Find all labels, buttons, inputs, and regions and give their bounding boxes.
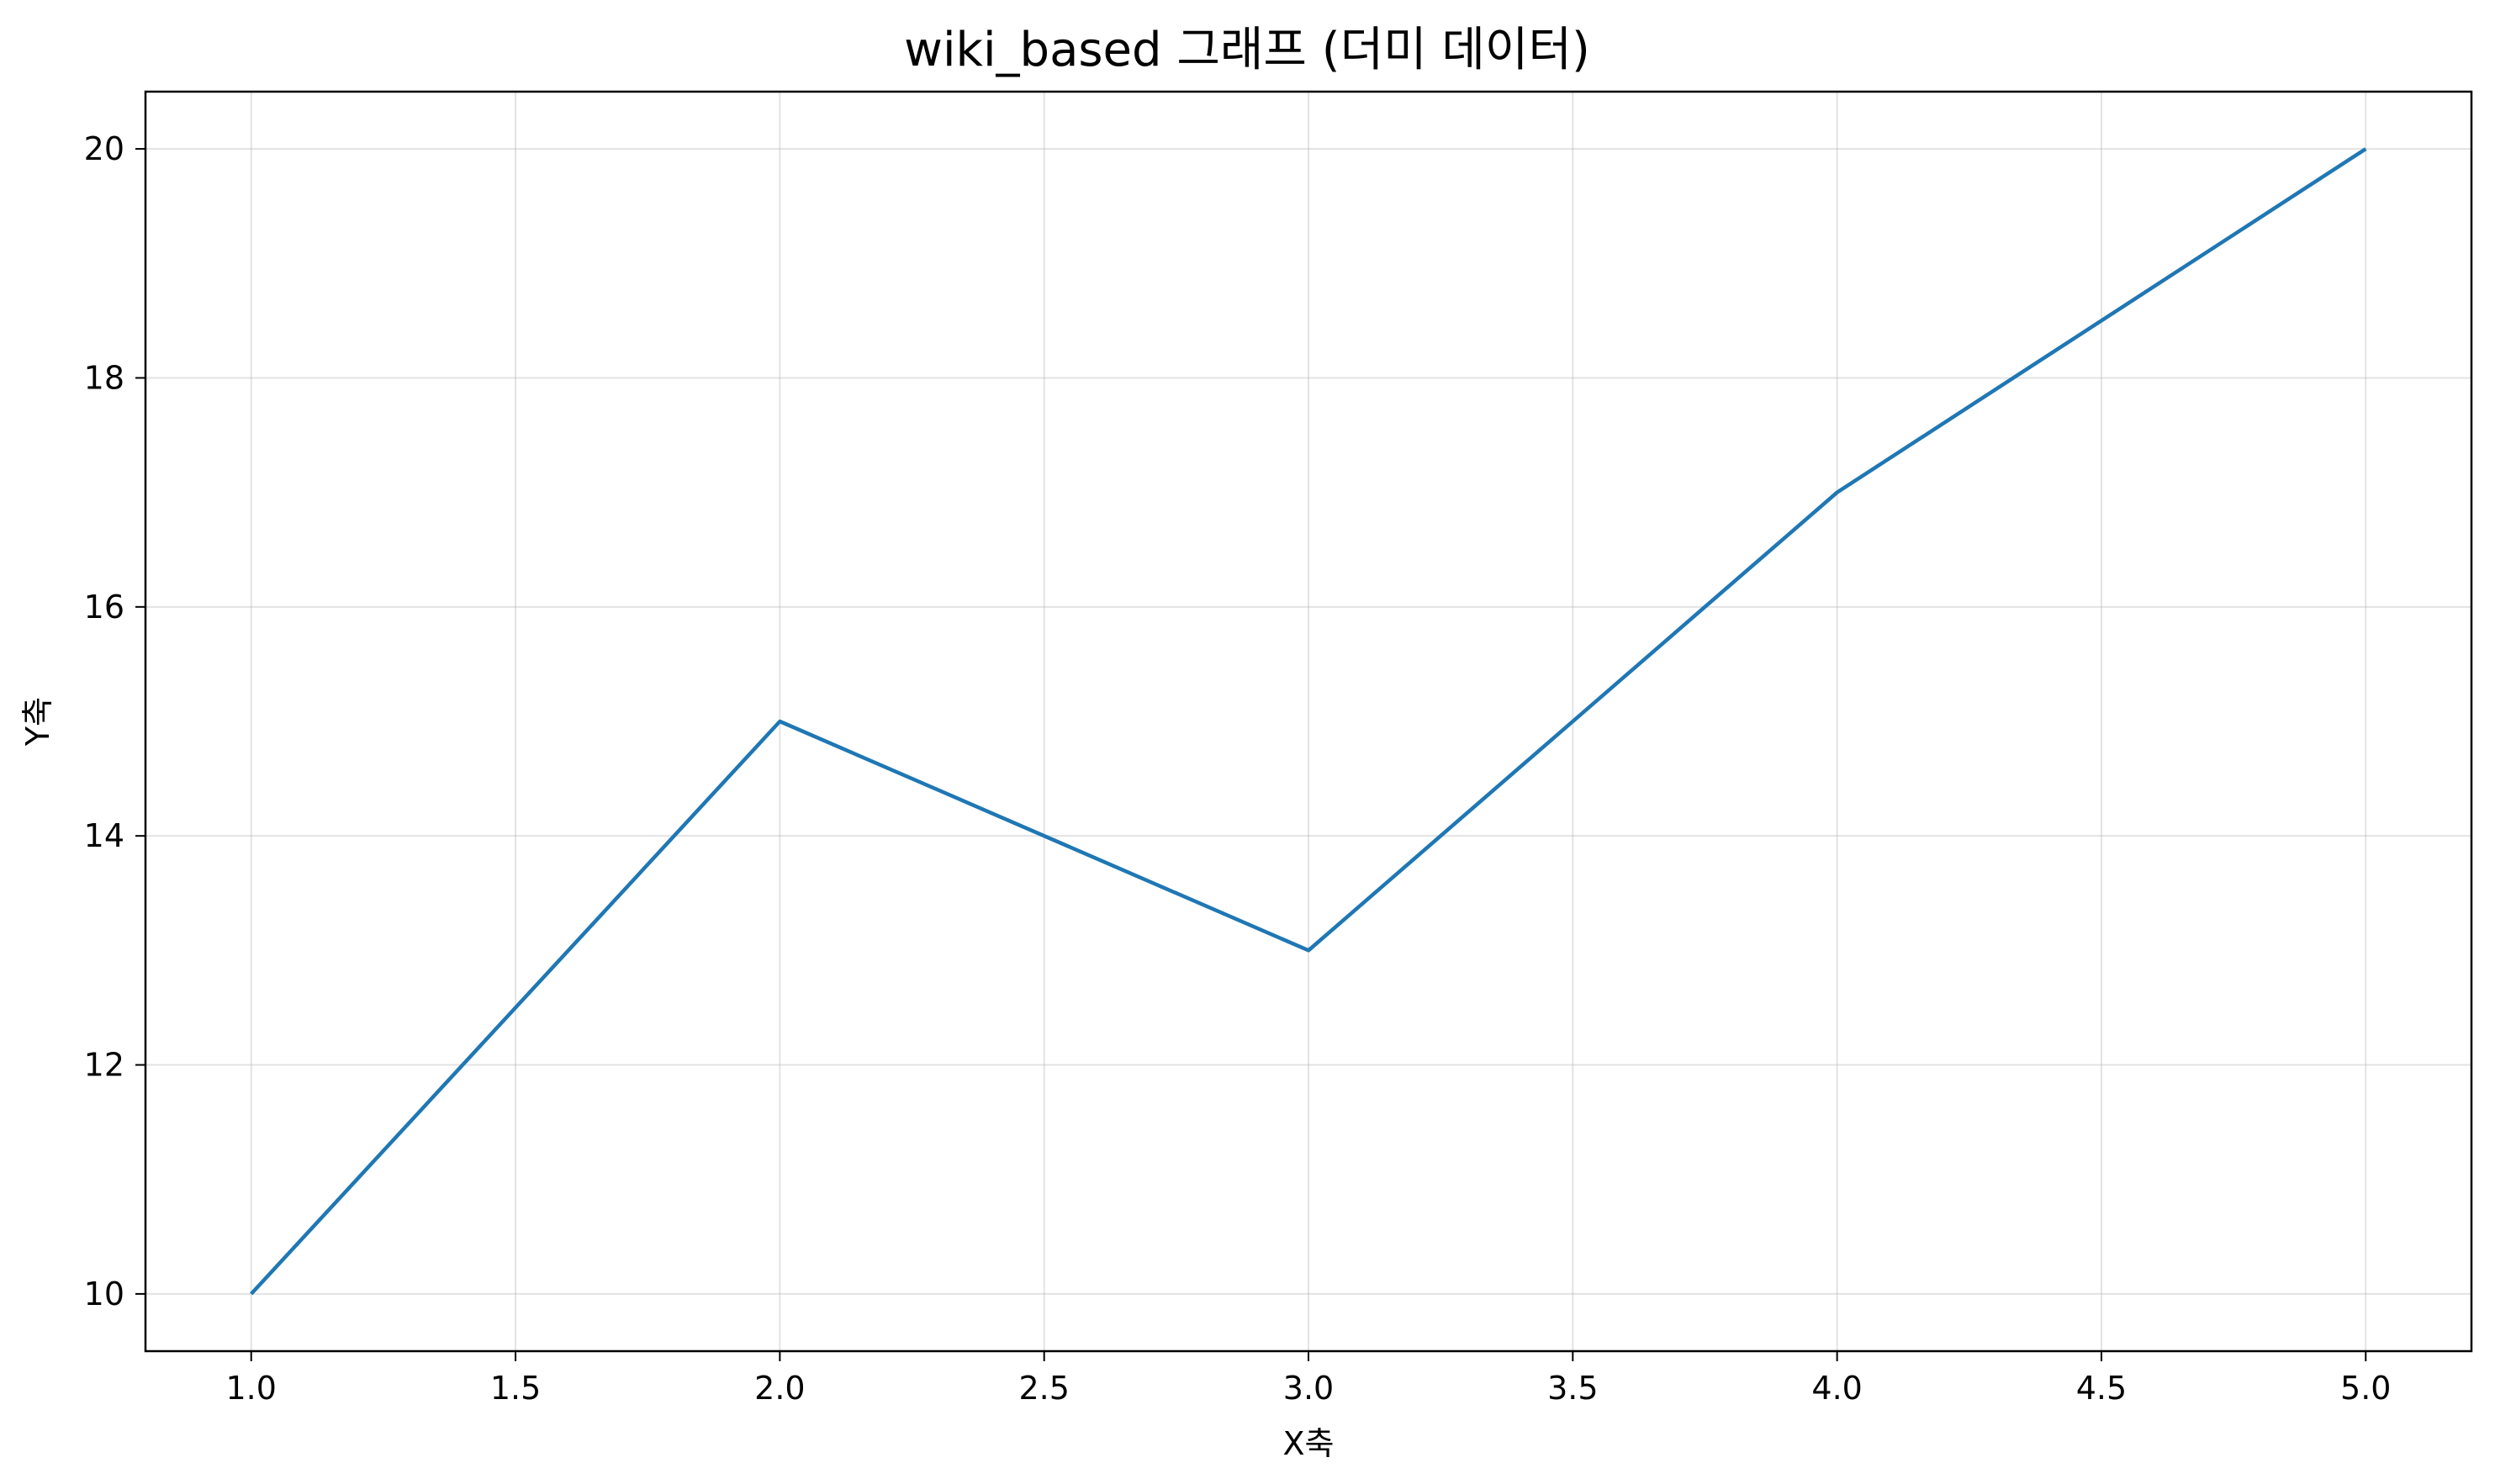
y-tick-label: 18 (84, 359, 124, 396)
chart-title: wiki_based 그래프 (더미 데이터) (904, 23, 1590, 77)
x-tick-label: 4.0 (1811, 1370, 1862, 1407)
x-tick-label: 2.5 (1018, 1370, 1069, 1407)
x-axis: 1.0 1.5 2.0 2.5 3.0 3.5 4.0 4.5 5.0 (226, 1351, 2391, 1407)
x-tick-label: 1.0 (226, 1370, 277, 1407)
x-tick-label: 1.5 (490, 1370, 541, 1407)
series-lines (250, 147, 2367, 1296)
y-tick-label: 14 (84, 817, 124, 854)
x-axis-label: X축 (1283, 1425, 1335, 1462)
y-tick-label: 10 (84, 1275, 124, 1312)
x-tick-label: 4.5 (2076, 1370, 2127, 1407)
x-tick-label: 5.0 (2340, 1370, 2391, 1407)
x-tick-label: 3.0 (1283, 1370, 1334, 1407)
x-tick-label: 3.5 (1547, 1370, 1598, 1407)
y-axis: 10 12 14 16 18 20 (84, 130, 145, 1312)
y-tick-label: 12 (84, 1047, 124, 1084)
x-tick-label: 2.0 (754, 1370, 805, 1407)
y-axis-label: Y축 (19, 697, 56, 747)
y-tick-label: 20 (84, 130, 124, 167)
y-tick-label: 16 (84, 589, 124, 626)
